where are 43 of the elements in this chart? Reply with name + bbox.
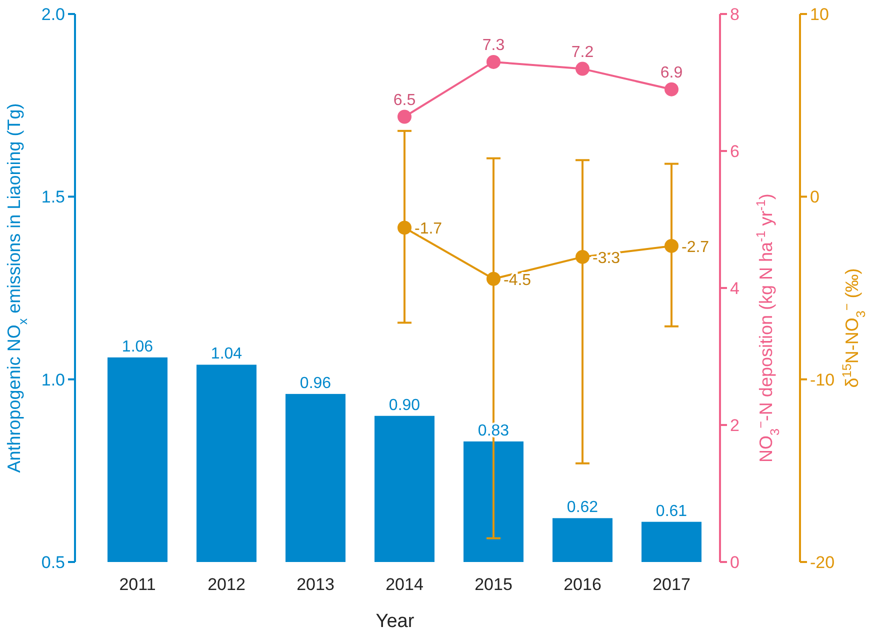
- data-label: 7.2: [571, 44, 594, 61]
- data-label: -1.7: [414, 220, 442, 238]
- data-label: 1.06: [122, 338, 154, 356]
- point: [664, 82, 678, 96]
- point: [576, 250, 590, 264]
- data-label: 7.3: [482, 36, 505, 54]
- y2-tick-label: 8: [730, 5, 740, 24]
- x-axis-title: Year: [376, 611, 415, 632]
- y2-tick-label: 4: [730, 279, 740, 298]
- y2-tick-label: 6: [730, 142, 740, 161]
- y3-tick-label: -10: [810, 370, 835, 390]
- y-tick-label: 2.0: [41, 5, 65, 24]
- point: [486, 54, 500, 69]
- y-tick-label: 1.5: [41, 188, 65, 207]
- data-label: -2.7: [682, 238, 710, 256]
- x-tick-label: 2014: [386, 575, 424, 594]
- data-label: 0.62: [566, 499, 598, 516]
- data-label: 6.9: [660, 64, 683, 82]
- point: [576, 62, 590, 76]
- point: [664, 238, 678, 253]
- data-label: 0.90: [388, 396, 420, 414]
- data-label: -3.3: [592, 250, 620, 267]
- x-tick-label: 2017: [652, 575, 690, 594]
- point: [486, 272, 500, 286]
- y2-tick-label: 2: [730, 416, 740, 435]
- data-label: 1.04: [210, 346, 242, 363]
- data-label: 0.61: [656, 502, 688, 520]
- y3-tick-label: 0: [810, 188, 820, 207]
- x-tick-label: 2011: [119, 575, 156, 594]
- point: [398, 110, 412, 124]
- y-tick-label: 1.0: [41, 370, 65, 390]
- x-tick-label: 2015: [474, 575, 512, 594]
- y-tick-label: 0.5: [41, 553, 65, 572]
- y3-tick-label: 10: [810, 5, 829, 24]
- data-label: 0.96: [300, 374, 332, 392]
- point: [398, 220, 412, 235]
- x-tick-label: 2013: [296, 575, 334, 594]
- x-tick-label: 2016: [564, 575, 602, 594]
- y2-tick-label: 0: [730, 553, 740, 572]
- y3-tick-label: -20: [810, 553, 835, 572]
- x-tick-label: 2012: [208, 575, 246, 594]
- data-label: 6.5: [393, 92, 416, 109]
- data-label: -4.5: [504, 272, 532, 289]
